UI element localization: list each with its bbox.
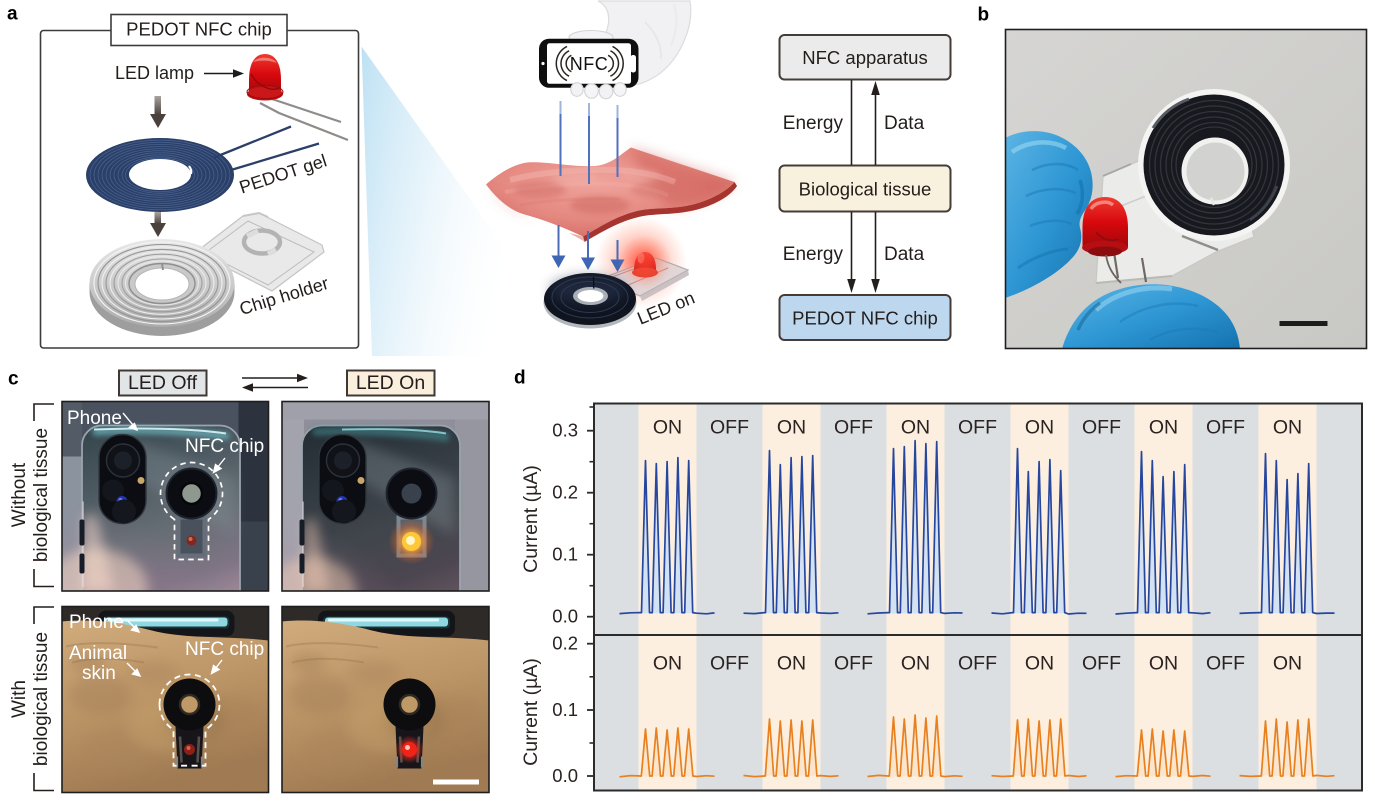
svg-text:b: b xyxy=(978,5,990,26)
svg-text:OFF: OFF xyxy=(1082,653,1121,675)
svg-text:LED Off: LED Off xyxy=(128,372,198,394)
svg-text:ON: ON xyxy=(653,417,682,439)
svg-text:OFF: OFF xyxy=(710,417,749,439)
svg-text:OFF: OFF xyxy=(1206,417,1245,439)
svg-text:OFF: OFF xyxy=(958,653,997,675)
svg-text:0.0: 0.0 xyxy=(552,765,578,786)
svg-text:ON: ON xyxy=(1273,417,1302,439)
svg-text:0.0: 0.0 xyxy=(552,606,578,627)
svg-text:NFC: NFC xyxy=(570,54,609,74)
svg-text:ON: ON xyxy=(1025,653,1054,675)
svg-text:0.2: 0.2 xyxy=(552,482,578,503)
svg-text:With: With xyxy=(9,680,30,718)
svg-text:ON: ON xyxy=(901,653,930,675)
svg-text:biological tissue: biological tissue xyxy=(31,428,52,562)
svg-text:OFF: OFF xyxy=(834,417,873,439)
svg-text:ON: ON xyxy=(653,653,682,675)
svg-text:Phone: Phone xyxy=(69,612,124,633)
svg-text:0.3: 0.3 xyxy=(552,420,578,441)
svg-text:Without: Without xyxy=(9,462,30,527)
svg-text:Animal: Animal xyxy=(69,643,127,664)
svg-text:ON: ON xyxy=(1273,653,1302,675)
svg-text:LED On: LED On xyxy=(356,372,425,394)
svg-text:PEDOT NFC chip: PEDOT NFC chip xyxy=(792,308,938,329)
svg-text:PEDOT NFC chip: PEDOT NFC chip xyxy=(126,19,272,40)
svg-text:OFF: OFF xyxy=(1082,417,1121,439)
svg-text:ON: ON xyxy=(1025,417,1054,439)
svg-text:Data: Data xyxy=(884,244,925,265)
svg-text:OFF: OFF xyxy=(1206,653,1245,675)
svg-text:NFC chip: NFC chip xyxy=(185,639,264,660)
svg-text:0.1: 0.1 xyxy=(552,544,578,565)
svg-text:biological tissue: biological tissue xyxy=(31,632,52,766)
svg-text:OFF: OFF xyxy=(834,653,873,675)
svg-text:0.2: 0.2 xyxy=(552,633,578,654)
svg-text:Phone: Phone xyxy=(67,408,122,429)
svg-text:Biological tissue: Biological tissue xyxy=(799,179,932,200)
svg-text:OFF: OFF xyxy=(710,653,749,675)
svg-text:c: c xyxy=(8,369,19,390)
svg-text:a: a xyxy=(7,4,18,25)
svg-text:ON: ON xyxy=(1149,417,1178,439)
svg-text:ON: ON xyxy=(1149,653,1178,675)
svg-text:Energy: Energy xyxy=(783,244,844,265)
svg-text:0.1: 0.1 xyxy=(552,699,578,720)
svg-text:Data: Data xyxy=(884,113,925,134)
svg-text:NFC chip: NFC chip xyxy=(185,436,264,457)
svg-text:Current (µA): Current (µA) xyxy=(520,658,542,766)
svg-text:OFF: OFF xyxy=(958,417,997,439)
svg-text:ON: ON xyxy=(777,653,806,675)
svg-text:Current (µA): Current (µA) xyxy=(520,465,542,573)
svg-text:Energy: Energy xyxy=(783,113,844,134)
svg-text:ON: ON xyxy=(777,417,806,439)
svg-text:LED lamp: LED lamp xyxy=(115,63,194,83)
svg-text:ON: ON xyxy=(901,417,930,439)
svg-text:NFC apparatus: NFC apparatus xyxy=(802,47,927,68)
svg-text:skin: skin xyxy=(82,663,116,684)
svg-text:d: d xyxy=(514,368,526,389)
